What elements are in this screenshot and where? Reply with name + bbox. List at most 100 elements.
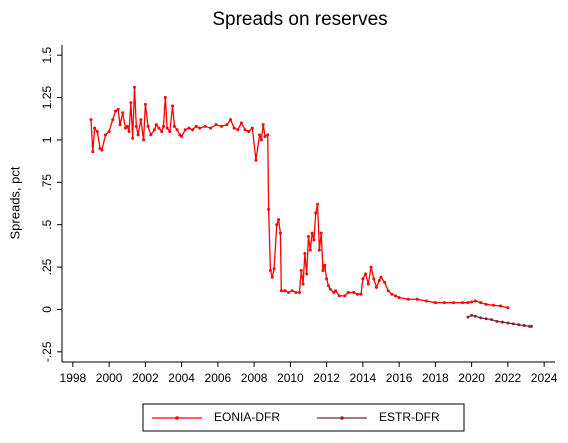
data-point [104, 133, 107, 137]
data-point [301, 282, 305, 286]
data-point [473, 299, 477, 303]
data-point [326, 284, 330, 288]
x-tick-label: 2008 [241, 371, 268, 385]
data-point [317, 248, 321, 252]
data-point [134, 124, 138, 128]
data-point [319, 231, 323, 235]
data-point [484, 317, 488, 321]
data-point [113, 109, 117, 113]
data-point [290, 289, 294, 293]
data-point [355, 292, 359, 296]
data-point [133, 85, 136, 89]
data-point [424, 299, 428, 303]
chart-title: Spreads on reserves [212, 9, 387, 30]
x-tick-label: 2022 [495, 371, 522, 385]
data-point [299, 268, 303, 272]
data-point [305, 272, 309, 276]
data-point [247, 129, 251, 133]
data-point [187, 126, 191, 130]
data-point [283, 289, 287, 293]
x-tick-label: 2000 [96, 371, 123, 385]
data-point [157, 126, 161, 130]
data-point [499, 304, 503, 308]
data-point [377, 279, 381, 283]
data-point [316, 202, 320, 206]
data-point [484, 302, 488, 306]
data-point [127, 129, 131, 133]
data-point [506, 321, 510, 325]
legend-label: ESTR-DFR [379, 410, 440, 424]
data-point [139, 118, 143, 122]
data-point [307, 235, 310, 239]
data-point [168, 129, 172, 133]
data-point [490, 318, 494, 322]
data-point [118, 123, 122, 127]
data-point [209, 126, 213, 130]
data-point [479, 301, 483, 305]
data-point [268, 268, 272, 272]
data-point [149, 133, 153, 137]
data-point [258, 133, 262, 137]
data-point [466, 315, 470, 319]
y-axis-label: Spreads, pct [7, 166, 22, 239]
data-point [267, 207, 271, 211]
x-tick-label: 2020 [458, 371, 485, 385]
data-point [364, 272, 368, 276]
data-point [275, 223, 279, 227]
x-tick-label: 2004 [168, 371, 195, 385]
data-point [198, 126, 202, 130]
data-point [466, 301, 470, 305]
data-point [328, 287, 332, 291]
data-point [203, 124, 207, 128]
data-point [107, 129, 111, 133]
data-point [250, 126, 254, 130]
data-point [125, 124, 129, 128]
data-point [511, 322, 515, 326]
legend-box [142, 403, 465, 432]
data-point [461, 301, 465, 305]
y-tick-label: .75 [40, 174, 54, 191]
data-point [433, 301, 437, 305]
data-point [142, 138, 146, 142]
data-point [522, 324, 526, 328]
data-point [232, 126, 236, 130]
data-point [191, 128, 194, 132]
data-point [214, 123, 218, 127]
data-point [279, 289, 283, 293]
data-point [294, 290, 298, 294]
data-point [491, 303, 495, 307]
series-line [90, 87, 509, 309]
data-point [129, 101, 133, 105]
data-point [334, 289, 338, 293]
data-point [517, 323, 521, 327]
data-point [323, 263, 327, 267]
data-point [180, 135, 184, 139]
y-tick-label: 1.25 [40, 86, 54, 110]
data-point [95, 129, 99, 133]
data-point [270, 275, 274, 279]
data-point [225, 123, 229, 127]
data-point [254, 158, 258, 162]
x-tick-label: 2024 [531, 371, 558, 385]
data-point [136, 133, 140, 137]
data-point [369, 265, 373, 269]
data-point [343, 294, 347, 298]
y-tick-label: 1 [40, 136, 54, 143]
data-point [506, 306, 510, 310]
data-point [314, 211, 318, 215]
data-point [495, 319, 499, 323]
data-point [272, 267, 276, 271]
data-point [287, 290, 291, 294]
data-point [397, 296, 401, 300]
legend-marker [340, 416, 344, 420]
data-point [346, 290, 350, 294]
x-tick-label: 2018 [422, 371, 449, 385]
data-point [372, 277, 376, 281]
data-point [479, 316, 483, 320]
x-tick-label: 2006 [205, 371, 232, 385]
data-point [337, 294, 341, 298]
data-point [243, 128, 247, 132]
data-point [146, 124, 150, 128]
x-tick-label: 2010 [277, 371, 304, 385]
